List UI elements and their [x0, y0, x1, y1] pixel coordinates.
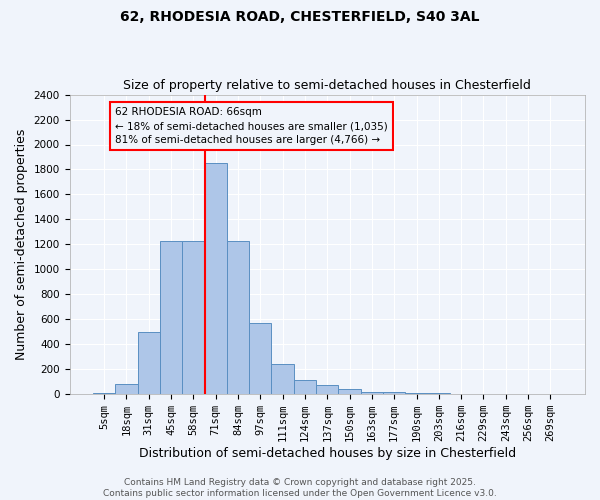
Text: Contains HM Land Registry data © Crown copyright and database right 2025.
Contai: Contains HM Land Registry data © Crown c… — [103, 478, 497, 498]
Bar — [361, 392, 383, 394]
Text: 62 RHODESIA ROAD: 66sqm
← 18% of semi-detached houses are smaller (1,035)
81% of: 62 RHODESIA ROAD: 66sqm ← 18% of semi-de… — [115, 107, 388, 145]
Bar — [115, 384, 137, 394]
Bar — [93, 393, 115, 394]
Bar — [137, 332, 160, 394]
Bar — [271, 364, 294, 394]
Title: Size of property relative to semi-detached houses in Chesterfield: Size of property relative to semi-detach… — [124, 79, 531, 92]
Y-axis label: Number of semi-detached properties: Number of semi-detached properties — [15, 128, 28, 360]
Bar — [316, 386, 338, 394]
X-axis label: Distribution of semi-detached houses by size in Chesterfield: Distribution of semi-detached houses by … — [139, 447, 516, 460]
Bar — [205, 163, 227, 394]
Bar — [406, 393, 428, 394]
Bar — [294, 380, 316, 394]
Bar — [160, 240, 182, 394]
Bar — [338, 388, 361, 394]
Bar — [249, 323, 271, 394]
Bar — [428, 393, 450, 394]
Bar — [227, 240, 249, 394]
Text: 62, RHODESIA ROAD, CHESTERFIELD, S40 3AL: 62, RHODESIA ROAD, CHESTERFIELD, S40 3AL — [120, 10, 480, 24]
Bar — [182, 240, 205, 394]
Bar — [383, 392, 406, 394]
